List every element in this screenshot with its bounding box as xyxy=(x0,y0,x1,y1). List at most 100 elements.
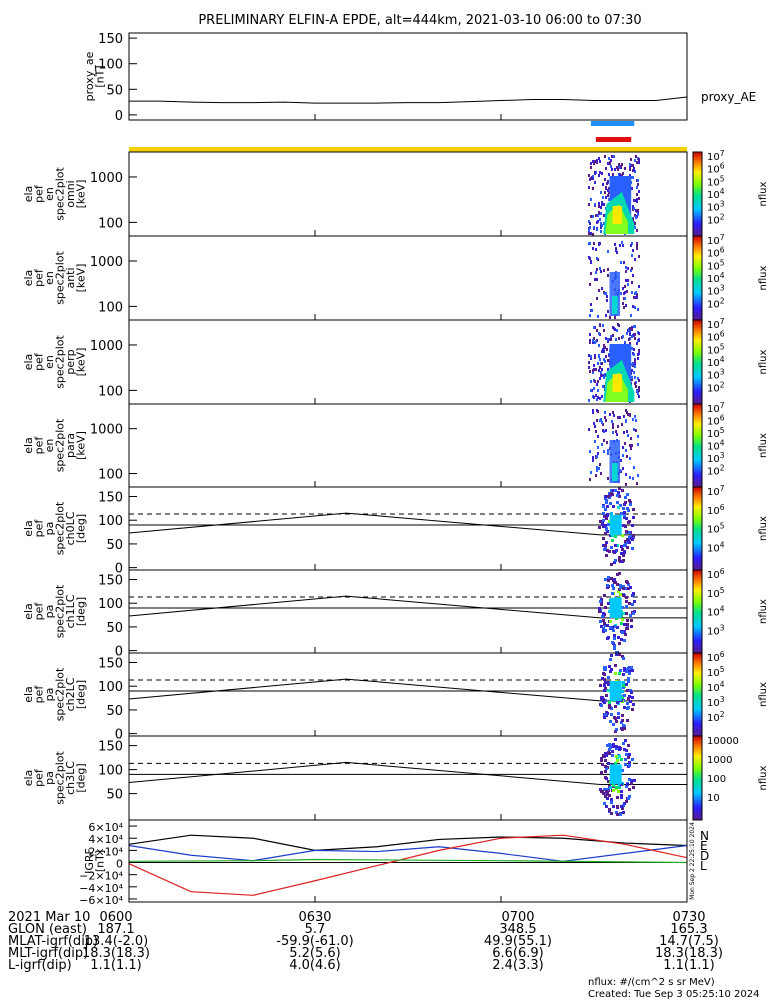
y-tick-label: 4×10⁴ xyxy=(88,833,123,846)
spectrogram-pixel xyxy=(605,419,607,422)
spectrogram-pixel xyxy=(603,376,605,379)
spectrogram-pixel xyxy=(638,386,640,389)
pitch-angle-pixel xyxy=(609,620,612,623)
spectrogram-pixel xyxy=(624,341,626,344)
spectrogram-pixel xyxy=(594,354,596,357)
y-tick-label: 50 xyxy=(106,538,123,553)
spectrogram-pixel xyxy=(590,471,592,474)
spectrogram-pixel xyxy=(634,359,636,362)
spectrogram-pixel xyxy=(599,324,601,327)
y-tick-label: −6×10⁴ xyxy=(79,894,123,907)
spectrogram-pixel xyxy=(604,178,606,181)
spectrogram-pixel xyxy=(638,190,640,193)
spectrogram-pixel xyxy=(588,354,590,357)
spectrogram-pixel xyxy=(604,292,606,295)
pitch-angle-pixel xyxy=(603,622,606,625)
pitch-angle-pixel xyxy=(601,677,604,680)
spectrogram-pixel xyxy=(594,425,596,428)
pitch-angle-pixel xyxy=(628,753,631,756)
spectrogram-pixel xyxy=(594,380,596,383)
pitch-angle-pixel xyxy=(621,618,624,621)
axis-row-value: 49.9(55.1) xyxy=(484,934,552,949)
panels: proxy_ae[nT]150100500proxy_AEelapefenspe… xyxy=(22,32,769,907)
pitch-angle-pixel xyxy=(605,681,608,684)
spectrogram-pixel xyxy=(601,172,603,175)
pitch-angle-pixel xyxy=(618,556,621,559)
spectrogram-pixel xyxy=(630,244,632,247)
spectrogram-pixel xyxy=(603,344,605,347)
pitch-angle-pixel xyxy=(626,507,629,510)
y-tick-label: 100 xyxy=(98,680,123,695)
spectrogram-pixel xyxy=(599,218,601,221)
pitch-angle-pixel xyxy=(626,581,629,584)
spectrogram-pixel xyxy=(588,220,590,223)
spectrogram-pixel xyxy=(634,306,636,309)
spectrogram-pixel xyxy=(636,389,638,392)
spectrogram-pixel xyxy=(597,380,599,383)
y-axis-label: spec2plot xyxy=(53,667,66,721)
axis-row-value: 5.7 xyxy=(305,922,326,937)
spectrogram-pixel xyxy=(625,409,627,412)
pitch-angle-pixel xyxy=(624,501,627,504)
color-bar xyxy=(692,486,703,571)
pitch-angle-pixel xyxy=(607,780,610,783)
spectrogram-pixel xyxy=(621,163,623,166)
color-bar-label: 102 xyxy=(707,464,725,478)
spectrogram-pixel xyxy=(636,242,638,245)
spectrogram-pixel xyxy=(590,162,592,165)
spectrogram-pixel xyxy=(635,419,637,422)
pitch-angle-pixel xyxy=(625,670,628,673)
pitch-angle-pixel xyxy=(614,489,617,492)
spectrogram-pixel xyxy=(600,270,602,273)
legend-D: D xyxy=(700,849,709,863)
spectrogram-pixel xyxy=(607,162,609,165)
pitch-angle-pixel xyxy=(607,495,610,498)
spectrogram-pixel xyxy=(631,176,633,179)
panel-frame xyxy=(128,819,688,903)
y-tick-label: 100 xyxy=(98,764,123,779)
y-tick-label: 150 xyxy=(98,573,123,588)
pitch-angle-pixel xyxy=(623,727,626,730)
axis-row-value: 13.4(-2.0) xyxy=(84,934,148,949)
spectrogram-pixel xyxy=(596,329,598,332)
spectrogram-pixel xyxy=(630,314,632,317)
pitch-angle-pixel xyxy=(618,642,621,645)
spectrogram-pixel xyxy=(591,309,593,312)
spectrogram-pixel xyxy=(631,326,633,329)
spectrogram-pixel xyxy=(606,299,608,302)
pitch-angle-pixel xyxy=(625,749,628,752)
spectrogram-pixel xyxy=(599,171,601,174)
pitch-angle-pixel xyxy=(608,681,611,684)
pitch-angle-pixel xyxy=(606,792,609,795)
pitch-angle-pixel xyxy=(626,493,629,496)
spectrogram-pixel xyxy=(607,268,609,271)
color-bar xyxy=(692,319,703,405)
spectrogram-pixel xyxy=(589,242,591,245)
pitch-angle-pixel xyxy=(619,586,622,589)
chart-title: PRELIMINARY ELFIN-A EPDE, alt=444km, 202… xyxy=(198,13,641,28)
spectrogram-pixel xyxy=(596,278,598,281)
spectrogram-pixel xyxy=(632,218,634,221)
spectrogram-pixel xyxy=(631,281,633,284)
y-tick-label: 150 xyxy=(98,740,123,755)
y-tick-label: 100 xyxy=(98,514,123,529)
panel-frame xyxy=(128,235,688,321)
pitch-angle-pixel xyxy=(604,508,607,511)
y-tick-label: 100 xyxy=(98,300,123,315)
color-bar xyxy=(692,235,703,321)
pitch-angle-pixel xyxy=(623,706,626,709)
y-axis-label: spec2plot xyxy=(53,167,66,221)
spectrogram-pixel xyxy=(598,369,600,372)
pitch-angle-pixel xyxy=(611,584,614,587)
color-bar-label: 107 xyxy=(707,317,725,331)
color-bar-label: 105 xyxy=(707,522,725,536)
pitch-angle-pixel xyxy=(621,807,624,810)
spectrogram-pixel xyxy=(634,376,636,379)
spectrogram-pixel xyxy=(631,363,633,366)
spectrogram-pixel xyxy=(622,454,624,457)
pitch-angle-pixel xyxy=(622,724,625,727)
pitch-angle-pixel xyxy=(602,792,605,795)
pitch-angle-pixel xyxy=(616,626,619,629)
spectrogram-pixel xyxy=(596,228,598,231)
panel-frame xyxy=(128,32,688,121)
